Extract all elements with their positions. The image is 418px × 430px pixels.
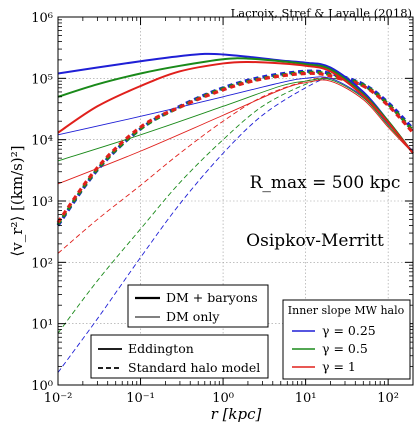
y-axis-label: ⟨v_r²⟩ [(km/s)²] bbox=[8, 145, 26, 256]
y-tick-label: 10⁵ bbox=[31, 72, 53, 87]
ticks bbox=[57, 16, 414, 386]
model-annotation: Osipkov-Merritt bbox=[246, 231, 384, 251]
y-tick-label: 10¹ bbox=[31, 318, 53, 333]
y-tick-label: 10⁴ bbox=[31, 134, 53, 149]
series-line-gamma-1-standard-halo-dm-only bbox=[57, 77, 414, 254]
x-tick-label: 10¹ bbox=[295, 391, 317, 406]
series-line-gamma-0_25-eddington-dm-baryons bbox=[57, 52, 414, 154]
x-tick-label: 10⁰ bbox=[212, 391, 234, 406]
x-tick-label: 10² bbox=[377, 391, 399, 406]
y-tick-label: 10⁰ bbox=[31, 379, 53, 394]
legend-method-eddington: Eddington bbox=[128, 341, 194, 356]
legend-slope-label-0: γ = 0.25 bbox=[322, 323, 376, 338]
y-tick-label: 10⁶ bbox=[31, 11, 53, 26]
x-tick-label: 10⁻² bbox=[44, 391, 73, 406]
legend-mass: DM + baryons DM only bbox=[127, 284, 269, 328]
series-line-gamma-1-standard-halo-dm-baryons bbox=[56, 71, 415, 224]
legend-slope-label-2: γ = 1 bbox=[322, 359, 356, 374]
credit-text: Lacroix, Stref & Lavalle (2018) bbox=[231, 6, 412, 20]
legend-slope: Inner slope MW halo γ = 0.25 γ = 0.5 γ =… bbox=[282, 299, 411, 380]
legend-mass-dm-baryons: DM + baryons bbox=[166, 290, 258, 305]
legend-method-standard-halo: Standard halo model bbox=[128, 360, 260, 375]
y-tick-labels: 10⁰ 10¹ 10² 10³ 10⁴ 10⁵ 10⁶ bbox=[31, 11, 53, 394]
series-line-gamma-0_5-eddington-dm-baryons bbox=[57, 57, 414, 154]
series-line-gamma-0_5-eddington-dm-only bbox=[57, 78, 414, 162]
series-line-gamma-1-eddington-dm-only bbox=[57, 79, 414, 185]
series-lines bbox=[56, 52, 415, 373]
series-line-gamma-1-eddington-dm-baryons bbox=[57, 60, 414, 154]
y-tick-label: 10² bbox=[31, 256, 53, 271]
x-tick-labels: 10⁻² 10⁻¹ 10⁰ 10¹ 10² bbox=[44, 391, 399, 406]
legend-slope-label-1: γ = 0.5 bbox=[322, 341, 368, 356]
legend-slope-title: Inner slope MW halo bbox=[288, 304, 405, 317]
legend-method: Eddington Standard halo model bbox=[90, 334, 269, 379]
legend-mass-dm-only: DM only bbox=[166, 309, 220, 324]
series-line-gamma-0_5-standard-halo-dm-only bbox=[57, 77, 414, 334]
series-line-gamma-0_25-standard-halo-dm-only bbox=[57, 77, 414, 373]
rmax-annotation: R_max = 500 kpc bbox=[250, 173, 401, 193]
y-tick-label: 10³ bbox=[31, 195, 53, 210]
x-axis-label: r [kpc] bbox=[211, 405, 262, 423]
x-tick-label: 10⁻¹ bbox=[126, 391, 155, 406]
